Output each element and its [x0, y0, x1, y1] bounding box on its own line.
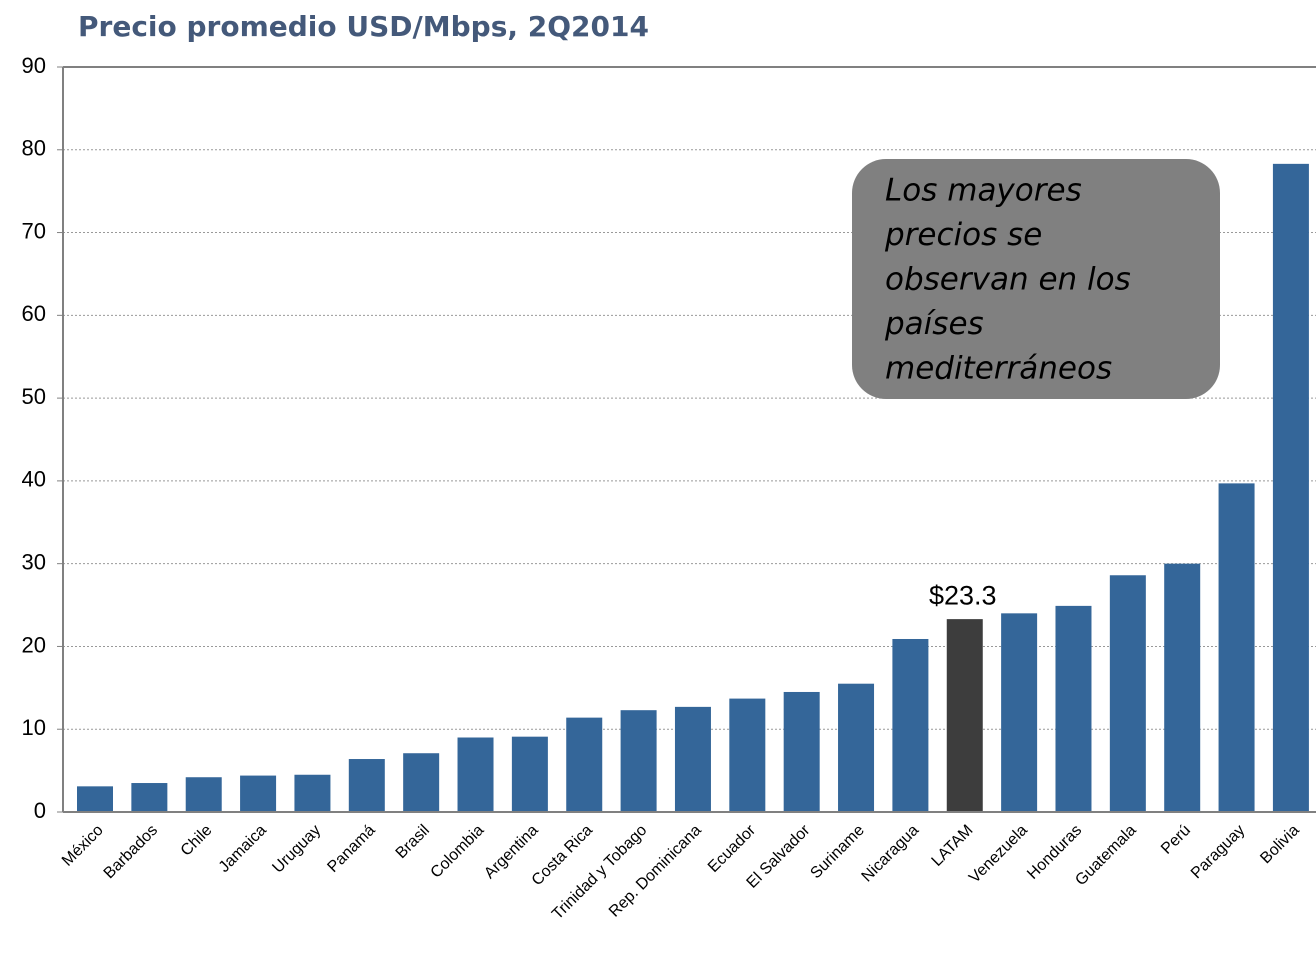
x-tick-label: Jamaica [216, 822, 270, 876]
x-tick-label: Chile [178, 822, 216, 860]
bar [77, 786, 113, 812]
annotation-box [852, 159, 1220, 399]
bar [1218, 483, 1255, 812]
bar [892, 638, 929, 812]
y-tick-label: 50 [22, 384, 46, 409]
bar [620, 710, 657, 812]
bar [131, 783, 168, 812]
x-tick-label: Perú [1158, 822, 1194, 858]
x-tick-label: Ecuador [705, 821, 760, 876]
bar [674, 706, 711, 812]
annotation-text: Los mayores [885, 173, 1082, 209]
y-tick-label: 0 [34, 798, 46, 823]
bar [838, 683, 875, 812]
data-label: $23.3 [929, 580, 997, 610]
x-tick-label: Rep. Dominicana [606, 822, 705, 921]
x-tick-label: Barbados [101, 822, 161, 882]
x-tick-label: Panamá [324, 822, 378, 876]
y-tick-label: 90 [22, 53, 46, 78]
y-tick-label: 60 [22, 301, 46, 326]
y-tick-label: 40 [22, 467, 46, 492]
x-tick-label: Nicaragua [859, 822, 923, 886]
chart-title: Precio promedio USD/Mbps, 2Q2014 [78, 10, 649, 43]
y-tick-label: 80 [22, 136, 46, 161]
x-tick-label: Paraguay [1188, 822, 1248, 882]
x-tick-label: Venezuela [966, 822, 1031, 887]
x-tick-label: Uruguay [269, 822, 324, 877]
x-tick-label: Brasil [393, 822, 433, 862]
bar [1109, 575, 1146, 812]
x-tick-label: Colombia [428, 822, 488, 882]
bar [457, 737, 494, 812]
bar [946, 619, 983, 812]
bar [185, 777, 222, 812]
bar [1272, 163, 1309, 813]
bar [294, 774, 331, 812]
y-tick-label: 30 [22, 549, 46, 574]
y-tick-label: 70 [22, 218, 46, 243]
x-tick-label: LATAM [929, 822, 977, 870]
annotation-text: precios se [884, 217, 1042, 253]
y-tick-label: 10 [22, 715, 46, 740]
x-tick-label: Trinidad y Tobago [549, 822, 650, 923]
bar [783, 691, 820, 812]
bar [240, 775, 277, 812]
bar [1001, 613, 1038, 812]
bar [1055, 605, 1092, 812]
x-tick-label: México [59, 822, 107, 870]
annotation-text: países [884, 306, 984, 342]
bar [566, 717, 603, 812]
bar [511, 736, 548, 812]
bar [403, 753, 440, 812]
x-tick-label: Bolivia [1257, 822, 1302, 867]
bar [348, 759, 385, 812]
y-tick-label: 20 [22, 632, 46, 657]
annotation-text: mediterráneos [885, 351, 1112, 387]
annotation-text: observan en los [885, 262, 1131, 298]
bar [1164, 563, 1201, 812]
bar [729, 698, 766, 812]
